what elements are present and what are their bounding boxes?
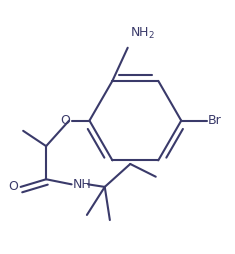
Text: NH$_2$: NH$_2$ — [130, 26, 155, 41]
Text: O: O — [60, 114, 70, 127]
Text: NH: NH — [73, 178, 92, 191]
Text: O: O — [8, 180, 18, 193]
Text: Br: Br — [208, 114, 222, 127]
